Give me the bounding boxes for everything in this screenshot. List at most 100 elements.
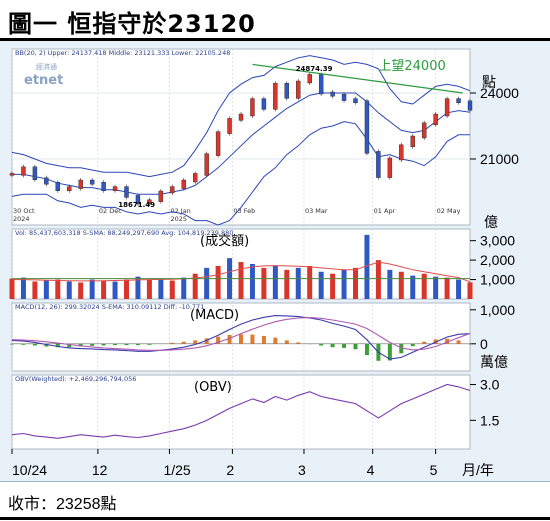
candle-body <box>250 99 254 116</box>
price-tick-label: 21000 <box>480 151 519 167</box>
volume-bar <box>273 266 278 299</box>
obv-unit-label: 萬億 <box>480 354 508 370</box>
volume-bar <box>170 281 175 299</box>
candle-body <box>102 182 106 191</box>
volume-bar <box>307 266 312 299</box>
candle-body <box>468 101 472 111</box>
inner-date-label: 01 Apr <box>374 207 396 215</box>
macd-histogram-bar <box>102 344 106 346</box>
pane-frame-obv <box>12 375 470 449</box>
obv-pane-label: (OBV) <box>194 380 232 395</box>
volume-bar <box>319 272 324 299</box>
macd-histogram-bar <box>411 344 415 346</box>
obv-info-text: OBV(Weighted): +2,469,296,794,056 <box>15 375 136 383</box>
volume-bar <box>387 270 392 299</box>
macd-histogram-bar <box>10 344 14 345</box>
volume-bar <box>55 280 60 299</box>
candle-body <box>170 187 174 193</box>
volume-bar <box>399 272 404 299</box>
volume-bar <box>284 270 289 299</box>
macd-histogram-bar <box>182 342 186 344</box>
chart-area: 經濟通 etnet BB(20, 2) Upper: 24137.418 Middl… <box>0 41 550 481</box>
volume-bar <box>296 268 301 299</box>
logo-chinese-text: 經濟通 <box>36 62 57 71</box>
volume-bar <box>456 280 461 299</box>
candle-body <box>296 81 300 98</box>
volume-bar <box>78 282 83 299</box>
macd-histogram-bar <box>422 342 426 344</box>
volume-bar <box>67 282 72 300</box>
x-axis-tick-label: 2 <box>226 462 234 478</box>
candle-body <box>239 114 243 120</box>
macd-pane-label: (MACD) <box>190 308 239 323</box>
candle-body <box>182 180 186 189</box>
candle-body <box>67 187 71 191</box>
target-label: 上望24000 <box>378 58 445 74</box>
inner-date-label: 03 Feb <box>233 207 255 215</box>
candle-body <box>445 99 449 116</box>
candle-body <box>216 132 220 156</box>
inner-date-label: 03 Mar <box>305 207 328 215</box>
macd-histogram-bar <box>239 334 243 344</box>
macd-tick-label: 1,000 <box>480 302 515 318</box>
price-annotation: 24874.39 <box>296 65 333 73</box>
macd-info-text: MACD(12, 26): 299.32024 S-EMA: 310.09112… <box>15 303 204 311</box>
macd-histogram-bar <box>125 344 129 345</box>
footer: 收市：23258點 <box>0 481 550 521</box>
macd-histogram-bar <box>331 344 335 347</box>
volume-bar <box>181 278 186 299</box>
inner-year-label: 2024 <box>13 215 30 223</box>
macd-histogram-bar <box>354 344 358 349</box>
candle-body <box>365 101 369 154</box>
volume-bar <box>422 274 427 299</box>
volume-bar <box>468 282 473 299</box>
x-axis-tick-label: 4 <box>367 462 375 478</box>
header: 圖一 恒指守於23120 <box>0 0 550 40</box>
candle-body <box>319 74 323 94</box>
candle-body <box>113 187 117 191</box>
macd-histogram-bar <box>273 338 277 344</box>
volume-bar <box>21 278 26 299</box>
obv-tick-label: 3.0 <box>480 377 500 393</box>
volume-bar <box>10 279 15 299</box>
macd-histogram-bar <box>262 336 266 344</box>
candle-body <box>56 182 60 191</box>
candle-body <box>354 99 358 103</box>
x-axis-tick-label: 1/25 <box>163 462 190 478</box>
macd-histogram-bar <box>296 342 300 343</box>
candle-body <box>273 83 277 109</box>
candle-body <box>193 173 197 182</box>
macd-histogram-bar <box>33 344 37 346</box>
x-axis-tick-label: 12 <box>92 462 108 478</box>
macd-histogram-bar <box>457 340 461 343</box>
volume-unit-label: 億 <box>484 214 498 230</box>
candle-body <box>21 167 25 176</box>
candle-body <box>342 94 346 100</box>
volume-bar <box>124 280 129 299</box>
macd-histogram-bar <box>285 340 289 343</box>
candle-body <box>434 114 438 125</box>
logo-etnet-text: etnet <box>24 73 63 88</box>
volume-bar <box>158 279 163 299</box>
candle-body <box>33 167 37 180</box>
inner-year-label: 2025 <box>170 215 187 223</box>
x-axis-unit-label: 月/年 <box>462 462 494 478</box>
volume-tick-label: 2,000 <box>480 252 515 268</box>
volume-bar <box>113 282 118 300</box>
price-info-text: BB(20, 2) Upper: 24137.418 Middle: 23121… <box>15 49 230 57</box>
volume-bar <box>239 262 244 299</box>
macd-histogram-bar <box>147 344 151 345</box>
volume-bar <box>342 270 347 299</box>
volume-bar <box>147 280 152 299</box>
inner-date-label: 02 May <box>437 207 461 215</box>
macd-histogram-bar <box>365 344 369 355</box>
volume-bar <box>101 281 106 299</box>
macd-histogram-bar <box>319 344 323 346</box>
candle-body <box>10 173 14 175</box>
macd-histogram-bar <box>136 344 140 345</box>
candle-body <box>376 151 380 177</box>
x-axis-tick-label: 10/24 <box>12 462 47 478</box>
candle-body <box>79 180 83 189</box>
volume-pane-label: (成交額) <box>200 233 249 249</box>
pane-frame-price <box>12 49 470 225</box>
